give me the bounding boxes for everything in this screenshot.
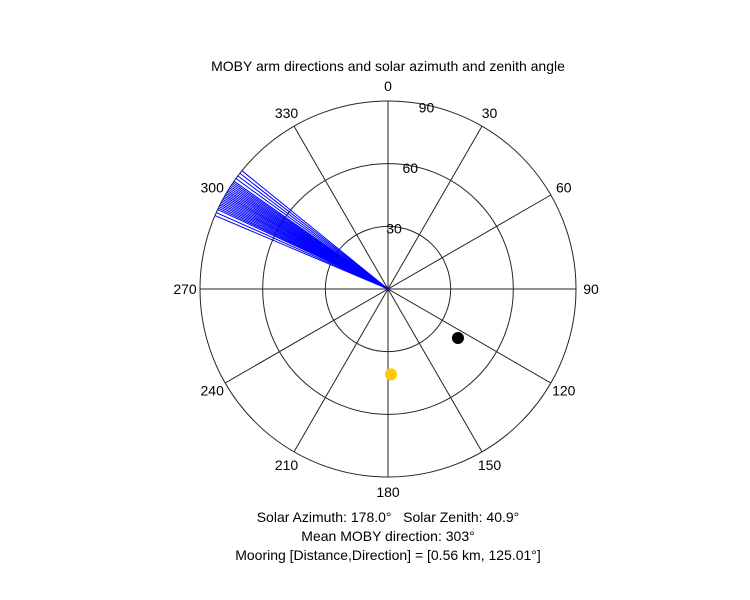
plot-series — [214, 170, 464, 381]
radial-tick-label: 90 — [419, 99, 435, 115]
angle-tick-label: 300 — [201, 180, 225, 196]
caption-mooring: Mooring [Distance,Direction] = [0.56 km,… — [235, 547, 541, 563]
moby-arm-line — [233, 180, 389, 290]
moby-arm-line — [216, 212, 389, 290]
moby-arm-line — [214, 215, 389, 290]
moby-arm-line — [241, 170, 389, 290]
moby-arm-line — [239, 172, 389, 290]
marker-point — [451, 332, 464, 345]
caption-moby-direction: Mean MOBY direction: 303° — [301, 528, 474, 544]
chart-title: MOBY arm directions and solar azimuth an… — [211, 58, 565, 74]
angle-tick-label: 0 — [384, 78, 392, 94]
radial-tick-label: 30 — [386, 220, 402, 236]
angle-tick-label: 180 — [376, 484, 400, 500]
angle-tick-label: 120 — [552, 383, 576, 399]
radial-tick-label: 60 — [402, 160, 418, 176]
angle-tick-label: 150 — [478, 457, 502, 473]
moby-arm-line — [235, 178, 389, 290]
angle-tick-label: 60 — [556, 180, 572, 196]
angle-tick-label: 210 — [275, 457, 299, 473]
angle-tick-label: 330 — [275, 105, 299, 121]
tick-labels: 0 30 60 90 120 150 180 210 240 270 300 330 30 60 90 — [173, 78, 599, 500]
angle-tick-label: 90 — [583, 281, 599, 297]
marker-point — [384, 368, 397, 381]
angle-tick-label: 240 — [201, 383, 225, 399]
caption-solar: Solar Azimuth: 178.0° Solar Zenith: 40.9… — [257, 509, 520, 525]
angle-tick-label: 30 — [482, 105, 498, 121]
angle-tick-label: 270 — [173, 281, 197, 297]
moby-arm-line — [237, 175, 389, 290]
